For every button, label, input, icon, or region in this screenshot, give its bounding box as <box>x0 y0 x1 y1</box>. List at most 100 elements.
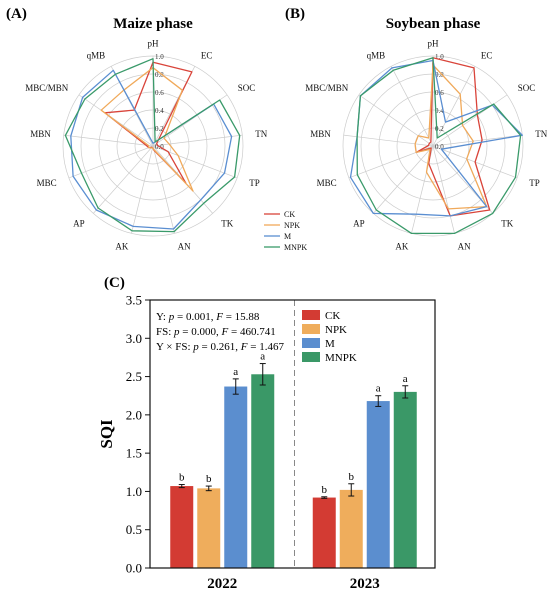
significance-letter-m-2023: a <box>376 383 381 395</box>
maize-spoke-mbn <box>63 134 154 147</box>
stats-text-part: p <box>168 311 175 323</box>
soybean-axis-label-mbc: MBC <box>317 178 337 188</box>
bar-m-2023 <box>366 401 390 568</box>
x-tick-label-2023: 2023 <box>350 576 380 590</box>
stats-text-part: F <box>215 311 223 323</box>
y-tick-label-5: 2.5 <box>126 369 142 384</box>
bar-legend-label-mnpk: MNPK <box>325 352 357 364</box>
maize-tick-label-2: 0.4 <box>155 107 164 115</box>
panel-b-label: (B) <box>285 6 305 22</box>
radar-legend-label-m: M <box>284 232 291 241</box>
bar-legend-swatch-npk <box>302 324 320 334</box>
radar-legend: CK NPK M MNPK <box>264 210 307 252</box>
significance-letter-ck-2022: b <box>179 472 185 484</box>
y-tick-label-2: 1.0 <box>126 484 142 499</box>
soybean-axis-label-ak: AK <box>395 242 408 252</box>
maize-axis-label-mbn: MBN <box>30 129 51 139</box>
maize-series-m <box>70 69 233 230</box>
stats-text-part: = 460.741 <box>228 326 275 338</box>
significance-letter-mnpk-2023: a <box>403 373 408 385</box>
significance-letter-npk-2022: b <box>206 473 212 485</box>
y-tick-label-4: 2.0 <box>126 407 142 422</box>
y-tick-label-0: 0.0 <box>126 561 142 576</box>
soybean-spoke-mbn <box>343 134 434 147</box>
soybean-axis-label-ph: pH <box>428 39 440 49</box>
soybean-spoke-tn <box>432 134 523 147</box>
soybean-spoke-soc <box>432 94 508 147</box>
maize-spoke-mbc <box>68 145 154 179</box>
maize-tick-label-3: 0.6 <box>155 89 164 97</box>
stats-text-part: = 15.88 <box>223 311 260 323</box>
maize-axis-label-tp: TP <box>249 178 260 188</box>
panel-a-label: (A) <box>6 6 27 22</box>
y-tick-label-3: 1.5 <box>126 446 142 461</box>
soybean-series-ck <box>415 57 491 217</box>
soybean-axis-label-tk: TK <box>501 219 513 229</box>
soybean-axis-label-ec: EC <box>481 50 493 60</box>
soybean-spoke-an <box>432 145 455 234</box>
maize-axis-label-tn: TN <box>255 129 267 139</box>
maize-tick-label-5: 1.0 <box>155 53 164 61</box>
soybean-tick-label-0: 0.0 <box>435 143 444 151</box>
significance-letter-npk-2023: b <box>349 471 355 483</box>
radar-b-title: Soybean phase <box>386 16 481 32</box>
bar-legend-label-ck: CK <box>325 310 340 322</box>
soybean-axis-label-mbn: MBN <box>310 129 331 139</box>
stats-text-part: = 0.001, <box>174 311 216 323</box>
maize-axis-label-soc: SOC <box>238 83 256 93</box>
bar-ck-2022 <box>170 486 194 568</box>
soybean-spoke-ap <box>373 145 434 214</box>
maize-series-npk <box>100 67 194 192</box>
soybean-series-npk <box>414 64 488 210</box>
soybean-axis-label-an: AN <box>458 242 471 252</box>
soybean-spoke-ec <box>432 66 476 147</box>
maize-axis-label-ap: AP <box>73 219 85 229</box>
bar-npk-2023 <box>339 489 363 568</box>
x-tick-label-2022: 2022 <box>207 576 237 590</box>
significance-letter-m-2022: a <box>233 366 238 378</box>
soybean-spoke-qmb <box>390 66 434 147</box>
radar-chart-soybean: pH EC SOC TN TP TK AN AK AP MBC MBN MBC/MBN qMB 0.0 0.… <box>305 39 548 252</box>
bar-npk-2022 <box>197 488 221 568</box>
bar-legend-label-m: M <box>325 338 335 350</box>
stats-line-2: FS: p = 0.000, F = 460.741 <box>156 326 276 338</box>
maize-spoke-ap <box>93 145 154 214</box>
radar-legend-label-ck: CK <box>284 210 295 219</box>
maize-axis-label-mbc: MBC <box>37 178 57 188</box>
soybean-tick-label-5: 1.0 <box>435 53 444 61</box>
bar-legend-swatch-mnpk <box>302 352 320 362</box>
radar-legend-label-npk: NPK <box>284 221 300 230</box>
stats-text-part: F <box>240 341 248 353</box>
bar-ck-2023 <box>312 497 336 568</box>
plot-frame <box>149 299 436 569</box>
maize-tick-label-1: 0.2 <box>155 125 164 133</box>
stats-text-part: = 1.467 <box>247 341 284 353</box>
maize-axis-label-qmb: qMB <box>87 50 106 60</box>
soybean-axis-label-qmb: qMB <box>367 50 386 60</box>
maize-tick-label-4: 0.8 <box>155 71 164 79</box>
maize-axis-label-ph: pH <box>148 39 160 49</box>
stats-text-part: p <box>192 341 199 353</box>
sqi-bar-chart: 0.0 0.5 1.0 1.5 2.0 2.5 3.0 3.5 SQI b b a a 2022 b b a a 2… <box>97 293 436 590</box>
radar-a-title: Maize phase <box>113 16 193 32</box>
soybean-axis-label-ap: AP <box>353 219 365 229</box>
maize-spoke-an <box>152 145 175 234</box>
maize-axis-label-ec: EC <box>201 50 213 60</box>
stats-text-part: FS: <box>156 326 174 338</box>
maize-axis-label-tk: TK <box>221 219 233 229</box>
soybean-series-mnpk <box>356 57 522 235</box>
bar-legend-label-npk: NPK <box>325 324 347 336</box>
soybean-axis-label-soc: SOC <box>518 83 536 93</box>
stats-line-1: Y: p = 0.001, F = 15.88 <box>156 311 260 323</box>
stats-text-part: Y × FS: <box>156 341 193 353</box>
maize-series-mnpk <box>64 58 241 233</box>
stats-text-part: Y: <box>156 311 169 323</box>
stats-text-part: F <box>221 326 229 338</box>
significance-letter-mnpk-2022: a <box>260 351 265 363</box>
radar-legend-label-mnpk: MNPK <box>284 243 307 252</box>
soybean-axis-label-tp: TP <box>529 178 540 188</box>
maize-axis-label-mbc-mbn: MBC/MBN <box>25 83 69 93</box>
bar-legend-swatch-ck <box>302 310 320 320</box>
maize-axis-label-ak: AK <box>115 242 128 252</box>
maize-spoke-ak <box>131 145 154 234</box>
